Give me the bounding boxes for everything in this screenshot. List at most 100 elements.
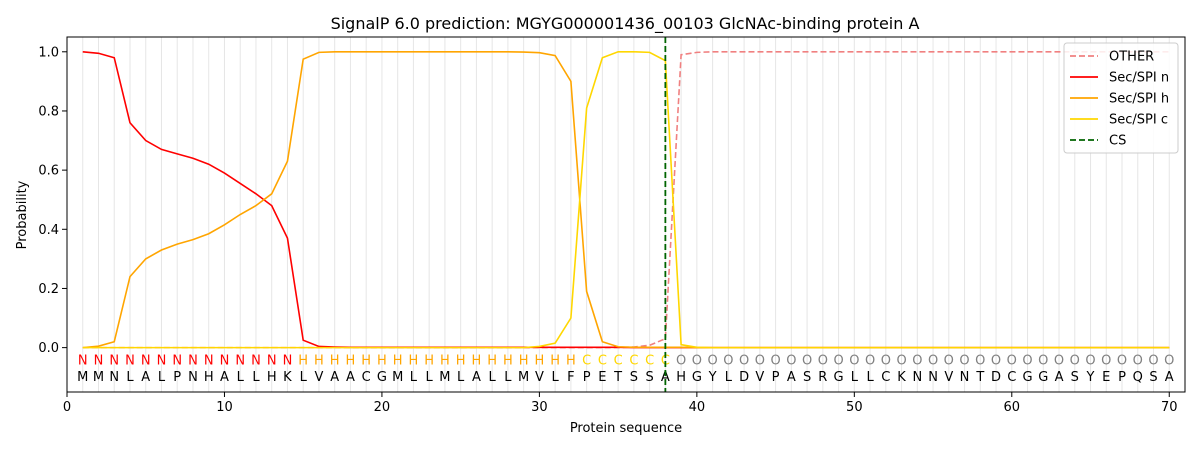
residue-label: G	[1038, 370, 1048, 385]
region-label: H	[346, 353, 356, 368]
residue-label: A	[1165, 370, 1174, 385]
region-label: N	[78, 353, 88, 368]
legend-label: Sec/SPI c	[1109, 113, 1168, 128]
region-label: N	[283, 353, 293, 368]
y-tick-label: 0.4	[38, 223, 59, 238]
y-tick-label: 0.8	[38, 104, 59, 119]
residue-label: L	[457, 370, 465, 385]
series-line-other	[82, 50, 1170, 349]
residue-label: S	[803, 370, 811, 385]
region-label: O	[692, 353, 702, 368]
region-label: N	[251, 353, 261, 368]
residue-label: G	[1022, 370, 1032, 385]
residue-label: A	[330, 370, 339, 385]
residue-label: A	[220, 370, 229, 385]
residue-label: L	[300, 370, 308, 385]
residue-label: D	[739, 370, 749, 385]
region-label: O	[881, 353, 891, 368]
residue-label: L	[725, 370, 733, 385]
region-label: O	[818, 353, 828, 368]
residue-label: H	[267, 370, 277, 385]
y-axis-label: Probability	[15, 180, 30, 249]
region-label: C	[629, 353, 638, 368]
residue-label: V	[314, 370, 323, 385]
residue-label: V	[944, 370, 953, 385]
series-line-sec-spi-c	[82, 50, 1170, 349]
residue-label: C	[362, 370, 371, 385]
residue-label: P	[1118, 370, 1126, 385]
x-tick-label: 60	[1004, 400, 1021, 415]
region-label: O	[959, 353, 969, 368]
region-label: N	[141, 353, 151, 368]
residue-label: P	[173, 370, 181, 385]
region-label: H	[298, 353, 308, 368]
region-label: C	[645, 353, 654, 368]
region-label: O	[865, 353, 875, 368]
residue-label: C	[881, 370, 890, 385]
x-tick-label: 20	[374, 400, 391, 415]
residue-label: P	[772, 370, 780, 385]
chart-title: SignalP 6.0 prediction: MGYG000001436_00…	[331, 14, 920, 34]
region-label: C	[661, 353, 670, 368]
residue-label: D	[991, 370, 1001, 385]
residue-label: Y	[708, 370, 717, 385]
region-label: O	[928, 353, 938, 368]
region-label: H	[440, 353, 450, 368]
region-label: O	[1101, 353, 1111, 368]
series-lines	[82, 37, 1170, 392]
region-label: N	[125, 353, 135, 368]
region-label: H	[535, 353, 545, 368]
region-label: O	[770, 353, 780, 368]
region-label: O	[849, 353, 859, 368]
residue-label: L	[126, 370, 134, 385]
region-label: H	[519, 353, 529, 368]
region-label: H	[424, 353, 434, 368]
residue-label: A	[661, 370, 670, 385]
y-tick-label: 0.6	[38, 164, 59, 179]
residue-label: Q	[1133, 370, 1143, 385]
residue-label: S	[1071, 370, 1079, 385]
residue-label: M	[518, 370, 529, 385]
region-label: N	[204, 353, 214, 368]
legend-box	[1063, 42, 1179, 154]
region-label: H	[472, 353, 482, 368]
residue-label: T	[975, 370, 984, 385]
region-label: O	[912, 353, 922, 368]
residue-label: A	[346, 370, 355, 385]
series-line-sec-spi-n	[82, 50, 1170, 349]
residue-label: R	[818, 370, 827, 385]
residue-label: M	[93, 370, 104, 385]
region-label: O	[1070, 353, 1080, 368]
residue-label: P	[583, 370, 591, 385]
x-tick-label: 70	[1161, 400, 1178, 415]
region-label: O	[1022, 353, 1032, 368]
region-label: N	[220, 353, 230, 368]
region-label: O	[975, 353, 985, 368]
region-label: O	[1085, 353, 1095, 368]
residue-label: S	[630, 370, 638, 385]
residue-label: L	[158, 370, 166, 385]
legend-label: CS	[1109, 134, 1126, 149]
residue-label: L	[237, 370, 245, 385]
region-label: H	[566, 353, 576, 368]
region-label: O	[1007, 353, 1017, 368]
region-label: O	[755, 353, 765, 368]
region-label: O	[1164, 353, 1174, 368]
sequence-labels: NMNMNNNLNANLNPNNNHNANLNLNHNKHLHVHAHAHCHG…	[77, 353, 1174, 384]
residue-label: S	[645, 370, 653, 385]
residue-label: M	[77, 370, 88, 385]
x-axis-label: Protein sequence	[570, 421, 682, 436]
region-label: H	[503, 353, 513, 368]
y-tick-label: 0.2	[38, 282, 59, 297]
region-label: H	[330, 353, 340, 368]
residue-label: L	[426, 370, 434, 385]
residue-label: A	[787, 370, 796, 385]
residue-label: A	[472, 370, 481, 385]
residue-label: L	[504, 370, 512, 385]
region-label: O	[1117, 353, 1127, 368]
y-tick-label: 0.0	[38, 341, 59, 356]
region-label: H	[377, 353, 387, 368]
region-label: O	[944, 353, 954, 368]
residue-label: K	[283, 370, 292, 385]
